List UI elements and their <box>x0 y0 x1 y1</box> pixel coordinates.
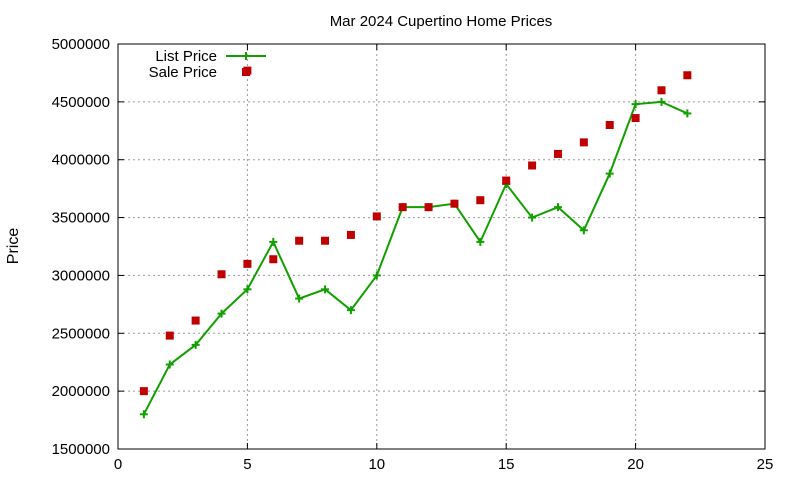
plot-frame <box>117 43 766 450</box>
y-tick-label: 2000000 <box>52 383 110 400</box>
y-tick-label: 4000000 <box>52 152 110 169</box>
chart-title: Mar 2024 Cupertino Home Prices <box>330 13 553 30</box>
data-point <box>605 121 614 129</box>
data-point <box>321 236 330 245</box>
y-tick-label: 4500000 <box>52 94 110 111</box>
y-tick-label: 5000000 <box>52 36 110 53</box>
data-point <box>528 161 537 170</box>
x-tick-label: 15 <box>498 456 515 473</box>
data-point <box>346 230 355 239</box>
series-line <box>142 100 688 415</box>
data-point <box>553 203 562 212</box>
data-point <box>631 100 640 109</box>
y-axis-label: Price <box>5 228 22 265</box>
y-tick-label: 1500000 <box>52 441 110 458</box>
data-point <box>683 71 692 80</box>
data-point <box>398 203 407 212</box>
y-tick-label: 3500000 <box>52 210 110 227</box>
data-point <box>579 138 588 147</box>
data-point <box>139 387 148 396</box>
legend-label: Sale Price <box>149 64 217 81</box>
y-axis: 1500000 2000000 2500000 3000000 3500000 40000… <box>52 36 765 458</box>
x-tick-label: 20 <box>627 456 644 473</box>
data-point <box>295 294 304 303</box>
data-point <box>243 259 252 268</box>
x-tick-label: 0 <box>114 456 122 473</box>
data-point <box>346 306 355 315</box>
data-point <box>321 285 330 294</box>
legend-label: List Price <box>155 48 217 65</box>
data-point <box>424 203 433 212</box>
legend-marker <box>242 68 250 76</box>
data-point <box>605 169 614 178</box>
legend-marker <box>242 52 250 60</box>
data-point <box>631 114 640 123</box>
data-point <box>657 97 666 106</box>
series-layer <box>139 66 692 419</box>
data-point <box>683 109 692 118</box>
data-point <box>139 410 148 419</box>
data-point <box>450 199 459 208</box>
data-point <box>269 255 278 264</box>
x-axis: 0 5 10 15 20 25 <box>114 44 774 473</box>
x-tick-label: 5 <box>243 456 251 473</box>
data-point <box>372 271 381 280</box>
series-sale-price <box>139 71 692 396</box>
x-tick-label: 10 <box>368 456 385 473</box>
data-point <box>657 86 666 95</box>
data-point <box>579 226 588 235</box>
data-point <box>502 176 511 185</box>
y-tick-label: 2500000 <box>52 325 110 342</box>
x-tick-label: 25 <box>757 456 774 473</box>
data-point <box>528 213 537 222</box>
data-point <box>476 196 485 205</box>
data-point <box>165 331 174 340</box>
data-point <box>191 340 200 349</box>
data-point <box>217 309 226 318</box>
data-point <box>269 237 278 246</box>
data-point <box>553 149 562 158</box>
data-point <box>372 212 381 221</box>
data-point <box>295 236 304 245</box>
y-tick-label: 3000000 <box>52 267 110 284</box>
data-point <box>191 316 200 325</box>
data-point <box>165 360 174 369</box>
data-point <box>476 237 485 246</box>
data-point <box>217 270 226 279</box>
data-point <box>243 285 252 294</box>
series-list-price <box>139 97 692 419</box>
